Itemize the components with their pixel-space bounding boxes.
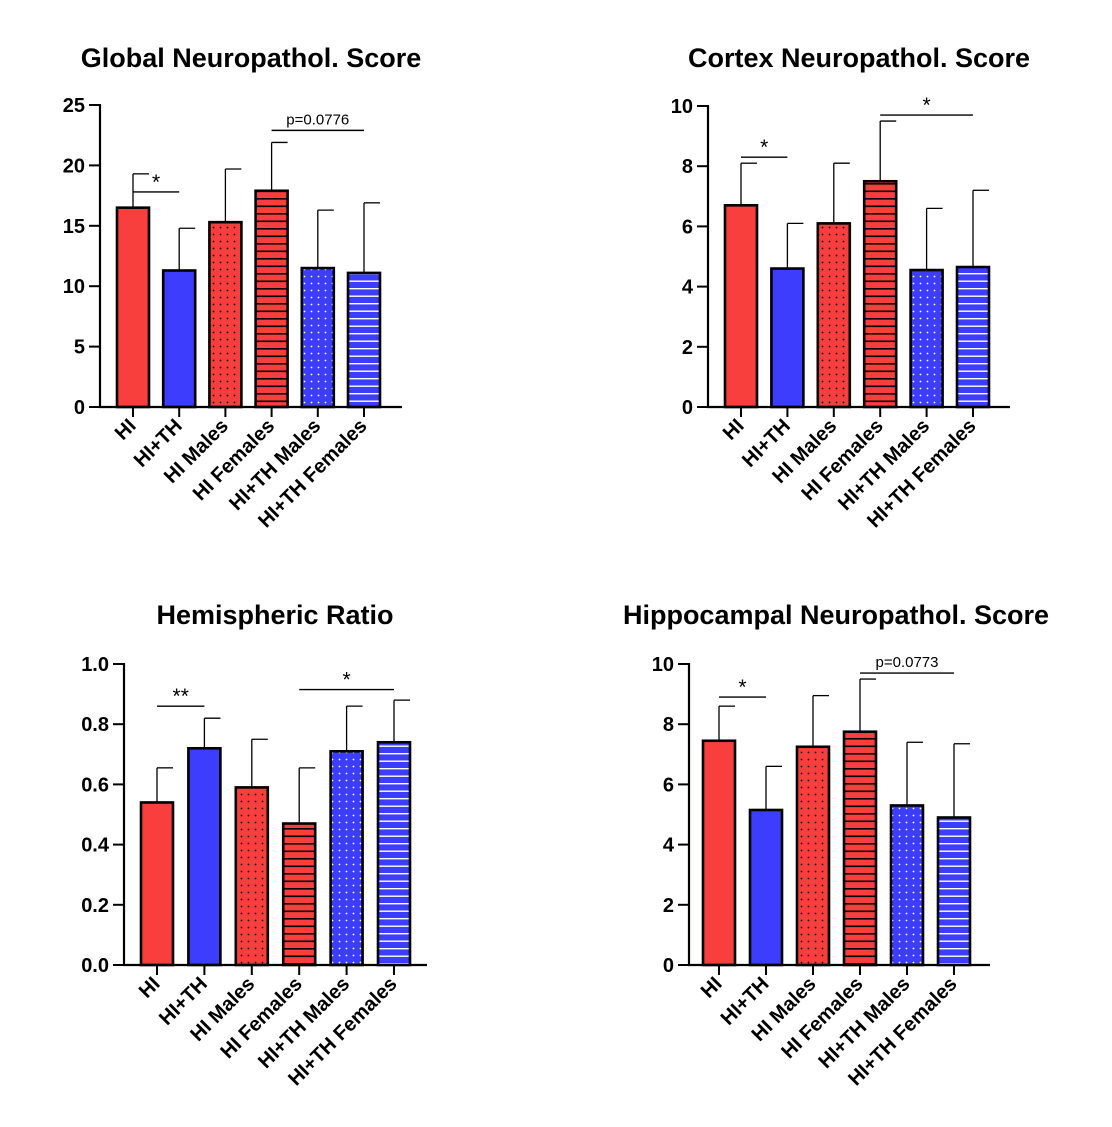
chart-title: Cortex Neuropathol. Score bbox=[688, 43, 1030, 73]
bar-hi-males bbox=[234, 786, 270, 967]
y-tick-label: 0.4 bbox=[81, 835, 110, 857]
y-tick-label: 0 bbox=[663, 955, 674, 977]
y-tick-label: 2 bbox=[682, 337, 693, 359]
bar-hi-males bbox=[208, 220, 243, 409]
bar-hi-plus-th-males bbox=[889, 804, 925, 967]
chart-title: Hemispheric Ratio bbox=[156, 600, 393, 630]
y-tick-label: 1.0 bbox=[81, 654, 109, 676]
y-tick-label: 0 bbox=[74, 397, 85, 419]
chart-panel-4: Hippocampal Neuropathol. Score0246810HIH… bbox=[623, 600, 1049, 1090]
bar-hi-plus-th bbox=[187, 746, 222, 967]
y-tick-label: 5 bbox=[74, 337, 85, 359]
y-tick-label: 10 bbox=[671, 96, 693, 118]
chart-panel-3: Hemispheric Ratio0.00.20.40.60.81.0HIHI+… bbox=[81, 600, 427, 1090]
bar-hi-females bbox=[281, 822, 317, 967]
x-tick-label: HI bbox=[697, 973, 727, 1003]
bar-hi bbox=[139, 801, 175, 967]
p-value-label: p=0.0773 bbox=[876, 654, 939, 671]
significance-stars: * bbox=[923, 94, 931, 117]
y-tick-label: 0.0 bbox=[81, 955, 109, 977]
significance-stars: ** bbox=[173, 685, 189, 708]
bar-hi bbox=[115, 206, 151, 409]
p-value-label: p=0.0776 bbox=[286, 111, 349, 128]
bar-hi-males bbox=[816, 222, 852, 409]
y-tick-label: 10 bbox=[652, 654, 674, 676]
bar-hi-plus-th bbox=[770, 267, 805, 409]
bar-hi-plus-th bbox=[748, 808, 784, 967]
y-tick-label: 2 bbox=[663, 895, 674, 917]
y-tick-label: 0 bbox=[682, 397, 693, 419]
bar-hi-plus-th-females bbox=[936, 816, 972, 967]
y-tick-label: 4 bbox=[663, 835, 675, 857]
significance-stars: * bbox=[343, 669, 351, 692]
x-tick-label: HI bbox=[111, 415, 141, 445]
chart-title: Hippocampal Neuropathol. Score bbox=[623, 600, 1049, 630]
y-tick-label: 20 bbox=[63, 155, 85, 177]
bar-hi-females bbox=[862, 179, 898, 409]
chart-title: Global Neuropathol. Score bbox=[81, 43, 422, 73]
y-tick-label: 15 bbox=[63, 216, 85, 238]
x-tick-label: HI bbox=[135, 973, 165, 1003]
y-tick-label: 0.2 bbox=[81, 895, 109, 917]
y-tick-label: 10 bbox=[63, 276, 85, 298]
y-tick-label: 6 bbox=[663, 774, 674, 796]
bar-hi bbox=[723, 204, 759, 409]
y-tick-label: 6 bbox=[682, 216, 693, 238]
x-tick-label: HI bbox=[719, 415, 749, 445]
y-tick-label: 8 bbox=[682, 156, 693, 178]
bar-hi-females bbox=[254, 189, 289, 409]
chart-panel-1: Global Neuropathol. Score0510152025HIHI+… bbox=[63, 43, 422, 532]
bar-hi-plus-th-females bbox=[955, 265, 991, 409]
bar-hi-plus-th-males bbox=[329, 749, 364, 967]
bar-hi-females bbox=[842, 730, 878, 967]
bar-hi bbox=[701, 739, 737, 967]
chart-panel-2: Cortex Neuropathol. Score0246810HIHI+THH… bbox=[671, 43, 1030, 532]
bar-hi-males bbox=[795, 745, 831, 967]
y-tick-label: 0.6 bbox=[81, 774, 109, 796]
y-tick-label: 4 bbox=[682, 277, 694, 299]
significance-stars: * bbox=[760, 136, 768, 159]
bar-hi-plus-th bbox=[161, 269, 197, 409]
bar-hi-plus-th-females bbox=[376, 740, 412, 967]
y-tick-label: 25 bbox=[63, 95, 85, 117]
significance-stars: * bbox=[738, 676, 746, 699]
y-tick-label: 8 bbox=[663, 714, 674, 736]
bar-hi-plus-th-males bbox=[909, 268, 944, 409]
y-tick-label: 0.8 bbox=[81, 714, 109, 736]
significance-stars: * bbox=[152, 171, 160, 194]
bar-hi-plus-th-females bbox=[346, 271, 382, 409]
bar-hi-plus-th-males bbox=[300, 266, 336, 409]
